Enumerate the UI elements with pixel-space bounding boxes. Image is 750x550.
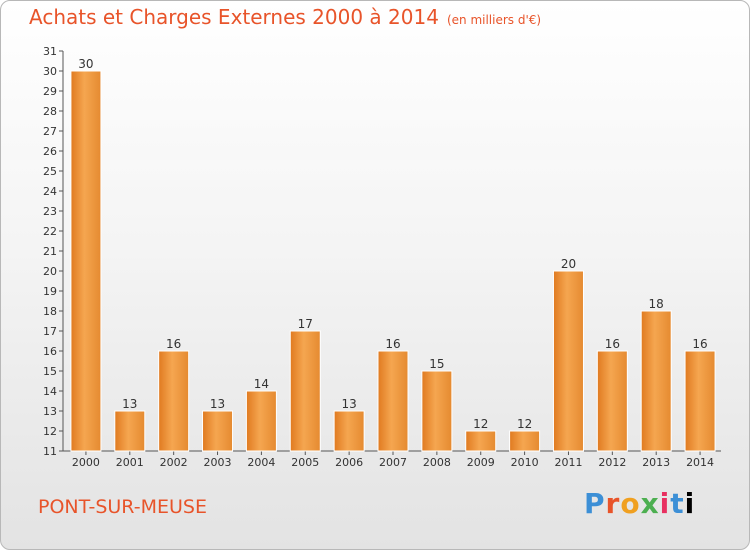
y-tick-label: 31 [43, 45, 57, 58]
y-tick-label: 17 [43, 325, 57, 338]
logo-letter: P [584, 487, 606, 520]
y-tick-label: 25 [43, 165, 57, 178]
bar [70, 70, 102, 452]
bar [245, 390, 277, 452]
bar-value-label: 30 [78, 57, 93, 71]
proxiti-logo: Proxiti [584, 487, 695, 520]
bar-value-label: 13 [122, 397, 137, 411]
bar [684, 350, 716, 452]
bar [377, 350, 409, 452]
y-tick-label: 22 [43, 225, 57, 238]
bar-value-label: 16 [692, 337, 707, 351]
y-tick-label: 26 [43, 145, 57, 158]
x-tick-label: 2011 [554, 456, 582, 469]
y-tick-label: 23 [43, 205, 57, 218]
x-tick-label: 2004 [247, 456, 275, 469]
y-tick-label: 29 [43, 85, 57, 98]
x-tick-label: 2014 [686, 456, 714, 469]
x-tick-label: 2005 [291, 456, 319, 469]
y-tick-label: 11 [43, 445, 57, 458]
y-tick-label: 19 [43, 285, 57, 298]
x-tick-label: 2001 [116, 456, 144, 469]
chart-title: Achats et Charges Externes 2000 à 2014 (e… [29, 5, 541, 29]
town-name: PONT-SUR-MEUSE [38, 496, 207, 518]
x-tick-label: 2006 [335, 456, 363, 469]
y-tick-label: 16 [43, 345, 57, 358]
x-tick-label: 2010 [511, 456, 539, 469]
bar-value-label: 12 [517, 417, 532, 431]
logo-letter: i [659, 487, 671, 520]
y-tick-label: 18 [43, 305, 57, 318]
bar [158, 350, 190, 452]
bar [421, 370, 453, 452]
bar-value-label: 13 [341, 397, 356, 411]
bar-value-label: 16 [166, 337, 181, 351]
logo-letter: x [640, 487, 660, 520]
y-tick-label: 20 [43, 265, 57, 278]
bar-value-label: 16 [605, 337, 620, 351]
x-tick-label: 2000 [72, 456, 100, 469]
x-tick-label: 2009 [467, 456, 495, 469]
bar [465, 430, 497, 452]
x-tick-label: 2012 [598, 456, 626, 469]
bar [640, 310, 672, 452]
bar-value-label: 12 [473, 417, 488, 431]
bar-value-label: 13 [210, 397, 225, 411]
y-tick-label: 13 [43, 405, 57, 418]
x-tick-label: 2008 [423, 456, 451, 469]
bar-value-label: 17 [298, 317, 313, 331]
bar-value-label: 18 [649, 297, 664, 311]
bar [596, 350, 628, 452]
y-tick-label: 27 [43, 125, 57, 138]
x-tick-label: 2002 [160, 456, 188, 469]
x-tick-label: 2013 [642, 456, 670, 469]
chart-unit: (en milliers d'€) [446, 13, 542, 27]
y-tick-label: 21 [43, 245, 57, 258]
x-tick-label: 2007 [379, 456, 407, 469]
bar-value-label: 16 [385, 337, 400, 351]
bar-value-label: 20 [561, 257, 576, 271]
y-tick-label: 24 [43, 185, 57, 198]
bar-value-label: 15 [429, 357, 444, 371]
bar [202, 410, 234, 452]
y-tick-label: 14 [43, 385, 57, 398]
y-tick-label: 12 [43, 425, 57, 438]
logo-letter: i [684, 487, 696, 520]
bar [289, 330, 321, 452]
bar [552, 270, 584, 452]
y-tick-label: 30 [43, 65, 57, 78]
x-tick-label: 2003 [204, 456, 232, 469]
bar [509, 430, 541, 452]
y-tick-label: 15 [43, 365, 57, 378]
y-tick-label: 28 [43, 105, 57, 118]
logo-letter: r [605, 487, 621, 520]
logo-letter: o [620, 487, 641, 520]
bar-chart: 11 12 13 14 15 16 17 18 19 20 21 22 23 24 25 26 27 28 29 30… [43, 45, 721, 469]
chart-title-text: Achats et Charges Externes 2000 à 2014 [29, 5, 439, 29]
bar [333, 410, 365, 452]
bar-value-label: 14 [254, 377, 269, 391]
bar [114, 410, 146, 452]
logo-letter: t [670, 487, 685, 520]
